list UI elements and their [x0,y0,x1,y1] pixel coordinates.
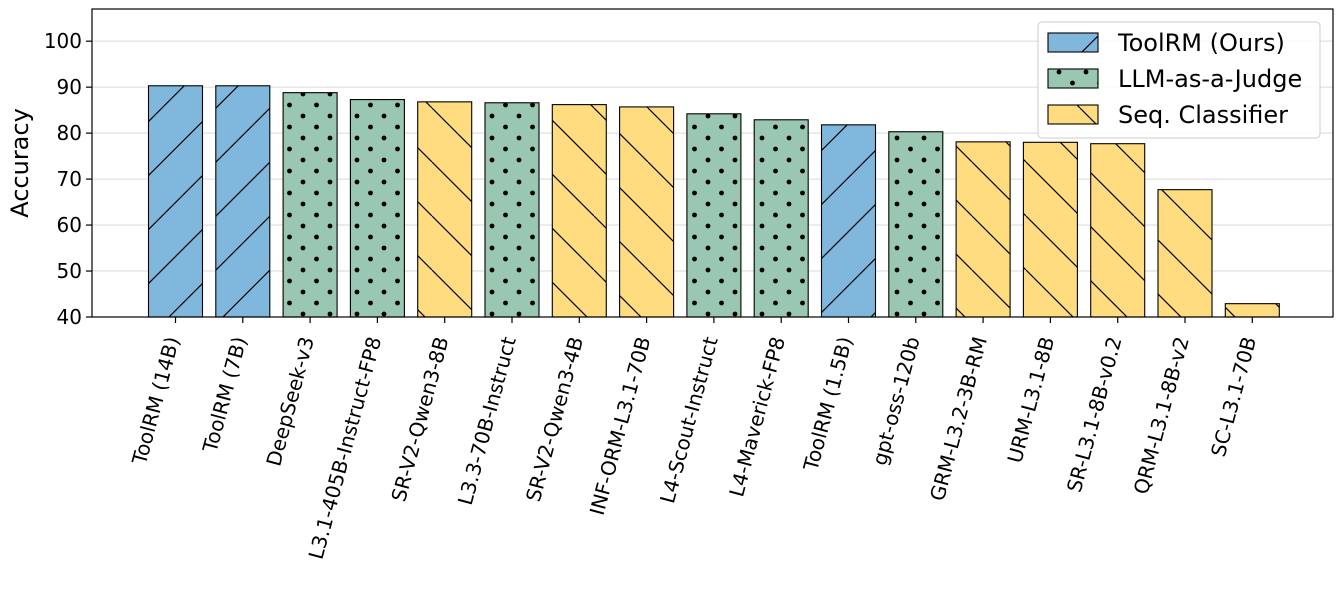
y-tick-label: 70 [57,167,82,191]
x-tick-label: gpt-oss-120b [867,334,924,468]
bar-outline [1022,141,1078,318]
x-tick-label: SR-V2-Qwen3-4B [521,334,588,504]
x-tick-label: ToolRM (14B) [127,334,184,468]
bar-outline [484,102,540,318]
bar-outline [753,119,809,318]
bar [417,101,473,318]
x-tick-label: SC-L3.1-70B [1206,334,1261,459]
x-tick-label: ToolRM (1.5B) [798,334,857,474]
bar [955,141,1011,318]
bar-outline [551,104,607,318]
y-tick-label: 100 [44,29,82,53]
x-tick-label: SR-L3.1-8B-v0.2 [1062,334,1127,495]
bar [349,99,405,318]
y-tick-label: 60 [57,213,82,237]
legend: ToolRM (Ours) LLM-as-a-Judge Seq. Classifi… [1037,21,1321,139]
bar [1224,303,1280,318]
legend-label: LLM-as-a-Judge [1118,65,1302,93]
y-tick-label: 40 [57,305,82,329]
bar [686,113,742,318]
y-tick-label: 50 [57,259,82,283]
bar [888,131,944,318]
y-axis: 40 50 60 70 80 90 100 [44,29,92,329]
legend-box [1037,21,1321,139]
x-tick-label: QRM-L3.1-8B-v2 [1129,334,1194,497]
x-axis: ToolRM (14B) ToolRM (7B) DeepSeek-v3L3.1-4… [127,317,1261,562]
bar-outline [215,85,271,318]
x-tick-label: L4-Scout-Instruct [655,334,723,506]
x-tick-label: SR-V2-Qwen3-8B [386,334,453,504]
bar-outline [417,101,473,318]
legend-item: ToolRM (Ours) [1047,29,1285,57]
y-tick-label: 90 [57,75,82,99]
bar [215,85,271,318]
bar [282,92,338,318]
bar-outline [1224,303,1280,318]
bar-outline [282,92,338,318]
plot-frame [91,8,1334,318]
bar-outline [888,131,944,318]
x-tick-label: INF-ORM-L3.1-70B [585,334,656,518]
bar-outline [686,113,742,318]
bar-outline [1157,189,1213,318]
x-tick-label: L3.1-405B-Instruct-FP8 [304,334,387,562]
y-axis-title: Accuracy [6,108,34,218]
bar-outline [955,141,1011,318]
legend-label: ToolRM (Ours) [1117,29,1285,57]
bar [753,119,809,318]
x-tick-label: DeepSeek-v3 [261,334,319,469]
bar [820,124,877,318]
legend-swatch-outline [1047,68,1099,89]
bar [1157,189,1213,318]
legend-swatch-outline [1047,104,1099,125]
bar [551,104,607,318]
bar [619,106,675,318]
bar [484,102,540,318]
x-tick-label: ToolRM (7B) [198,334,252,456]
legend-item: Seq. Classifier [1047,101,1288,129]
bar [147,85,204,318]
bar [1090,143,1146,318]
legend-item: LLM-as-a-Judge [1047,65,1302,93]
x-tick-label: GRM-L3.2-3B-RM [925,334,992,503]
x-tick-label: L3.3-70B-Instruct [453,334,521,508]
bar-outline [1090,143,1146,318]
legend-label: Seq. Classifier [1118,101,1288,129]
bar-outline [820,124,877,318]
legend-swatch-outline [1047,32,1099,53]
bars [147,85,1280,318]
bar-outline [619,106,675,318]
bar-outline [349,99,405,318]
bar-outline [147,85,204,318]
bar [1022,141,1078,318]
x-tick-label: URM-L3.1-8B [1002,334,1059,465]
x-tick-label: L4-Maverick-FP8 [724,334,790,499]
y-tick-label: 80 [57,121,82,145]
